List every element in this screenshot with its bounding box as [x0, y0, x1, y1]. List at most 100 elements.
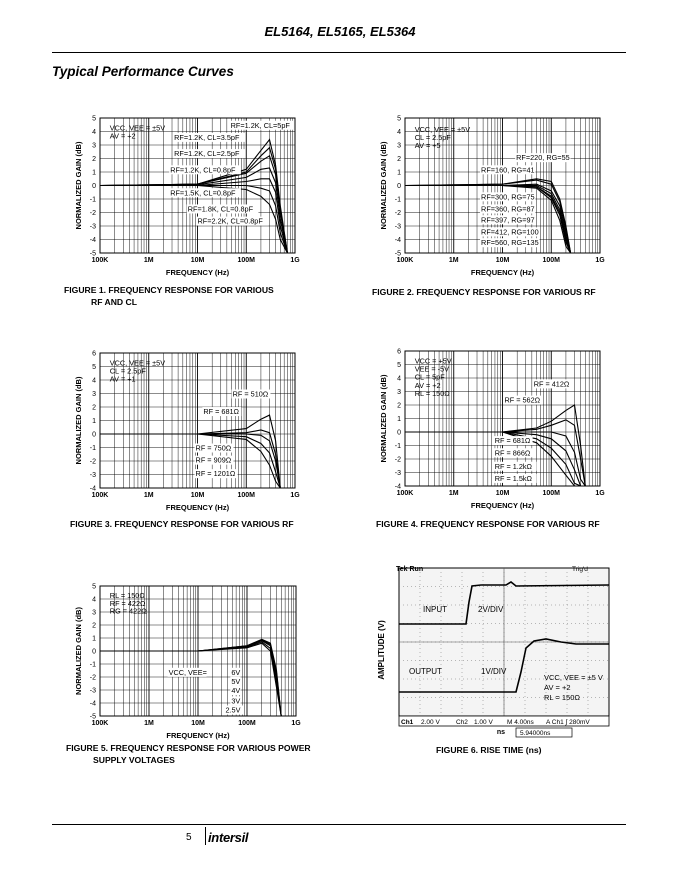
series-line-7 — [405, 184, 575, 254]
x-tick-label: 1G — [291, 720, 301, 727]
y-tick-label: 5 — [92, 364, 96, 371]
label-background — [532, 379, 572, 389]
x-axis-label: FREQUENCY (Hz) — [471, 268, 535, 277]
y-tick-label: -2 — [90, 459, 96, 466]
y-tick-label: -1 — [395, 443, 401, 450]
y-tick-label: -4 — [395, 237, 401, 244]
label-background — [503, 395, 543, 405]
x-tick-label: 1M — [144, 720, 154, 727]
y-tick-label: -3 — [395, 470, 401, 477]
scope-top-right: Trig'd — [572, 566, 588, 573]
scope-y-label: AMPLITUDE (V) — [377, 620, 386, 680]
series-label: RF=1.8K, CL=0.8pF — [188, 204, 254, 213]
condition-note: VCC = +5V — [415, 356, 452, 365]
label-background — [194, 455, 234, 465]
x-tick-label: 100K — [397, 257, 414, 264]
y-tick-label: -4 — [90, 701, 96, 708]
y-tick-label: -5 — [395, 251, 401, 258]
series-label: RF = 1.2kΩ — [495, 462, 533, 471]
condition-note: RL = 150Ω — [110, 591, 146, 600]
label-background — [230, 667, 241, 677]
condition-note: RL = 150Ω — [415, 389, 451, 398]
caption-line-1: FIGURE 5. FREQUENCY RESPONSE FOR VARIOUS… — [66, 743, 311, 753]
y-tick-label: -3 — [90, 224, 96, 231]
x-tick-label: 100K — [92, 257, 109, 264]
y-tick-label: -3 — [395, 224, 401, 231]
series-label: RF=1.2K, CL=0.8pF — [170, 165, 236, 174]
series-label: RF=220, RG=55 — [516, 153, 570, 162]
series-line-4 — [99, 167, 288, 254]
scope-x-label: ns — [497, 729, 505, 736]
label-background — [493, 461, 537, 471]
condition-note: AV = +2 — [110, 132, 136, 141]
series-line-5 — [100, 433, 281, 489]
label-background — [480, 215, 536, 225]
series-label: RF=2.2K, CL=0.8pF — [198, 217, 264, 226]
label-background — [480, 165, 536, 175]
condition-note: CL = 2.5pF — [110, 367, 147, 376]
label-background — [515, 153, 571, 163]
figure-2-caption: FIGURE 2. FREQUENCY RESPONSE FOR VARIOUS… — [372, 286, 596, 298]
y-tick-label: 3 — [92, 143, 96, 150]
y-axis-label: NORMALIZED GAIN (dB) — [379, 374, 388, 462]
status-ch2: Ch2 — [456, 719, 468, 726]
y-tick-label: 1 — [397, 170, 401, 177]
y-tick-label: -1 — [395, 197, 401, 204]
series-label: RF=360, RG=87 — [481, 204, 535, 213]
condition-note: AV = +5 — [415, 141, 441, 150]
y-tick-label: 6 — [92, 351, 96, 358]
input-label: INPUT — [423, 605, 447, 614]
series-line-7 — [100, 184, 288, 254]
label-background — [224, 705, 243, 715]
caption-line-2: SUPPLY VOLTAGES — [93, 755, 175, 765]
series-line-6 — [100, 184, 288, 254]
y-tick-label: 5 — [92, 584, 96, 591]
series-label: RF = 412Ω — [534, 379, 570, 388]
y-tick-label: 3 — [92, 610, 96, 617]
series-label: RF = 1201Ω — [196, 469, 236, 478]
caption-line-2: RF AND CL — [91, 297, 137, 307]
series-label: RF=300, RG=75 — [481, 192, 535, 201]
y-tick-label: 3 — [397, 389, 401, 396]
x-tick-label: 10M — [496, 490, 510, 497]
label-background — [231, 389, 271, 399]
series-label: RF=1.5K, CL=0.8pF — [170, 188, 236, 197]
y-tick-label: 3 — [92, 391, 96, 398]
label-background — [480, 204, 536, 214]
y-tick-label: 1 — [92, 636, 96, 643]
label-background — [167, 667, 207, 677]
y-axis-label: NORMALIZED GAIN (dB) — [379, 141, 388, 229]
caption-line-1: FIGURE 3. FREQUENCY RESPONSE FOR VARIOUS… — [70, 519, 294, 529]
caption-line-1: FIGURE 2. FREQUENCY RESPONSE FOR VARIOUS… — [372, 287, 596, 297]
x-tick-label: 1M — [144, 492, 154, 499]
x-tick-label: 100M — [542, 257, 560, 264]
series-line-4 — [405, 431, 586, 487]
series-line-6 — [405, 431, 586, 487]
series-line-5 — [100, 178, 288, 254]
condition-note: VEE = -5V — [415, 365, 449, 374]
condition-note: CL = 5pF — [415, 373, 445, 382]
label-background — [173, 149, 245, 159]
figure-6-scope: AMPLITUDE (V) Tek Run Trig'd INPUT 2V/DI… — [377, 566, 610, 738]
x-tick-label: 1G — [595, 490, 605, 497]
input-scale: 2V/DIV — [478, 605, 504, 614]
label-background — [194, 469, 238, 479]
label-background — [169, 165, 241, 175]
y-tick-label: 2 — [92, 405, 96, 412]
y-tick-label: -3 — [90, 472, 96, 479]
series-label: RF = 681Ω — [203, 407, 239, 416]
figure-1-caption: FIGURE 1. FREQUENCY RESPONSE FOR VARIOUS… — [64, 284, 274, 308]
y-tick-label: 5 — [397, 116, 401, 123]
x-tick-label: 100M — [237, 257, 255, 264]
condition-note: CL = 2.5pF — [415, 133, 452, 142]
series-label: RF = 909Ω — [196, 456, 232, 465]
label-background — [480, 227, 540, 237]
series-label: RF = 510Ω — [233, 390, 269, 399]
chart-grid — [99, 352, 295, 489]
series-label: RF=412, RG=100 — [481, 227, 539, 236]
series-label: VCC, VEE= — [169, 668, 207, 677]
status-timebase: M 4.00ns — [507, 719, 534, 726]
